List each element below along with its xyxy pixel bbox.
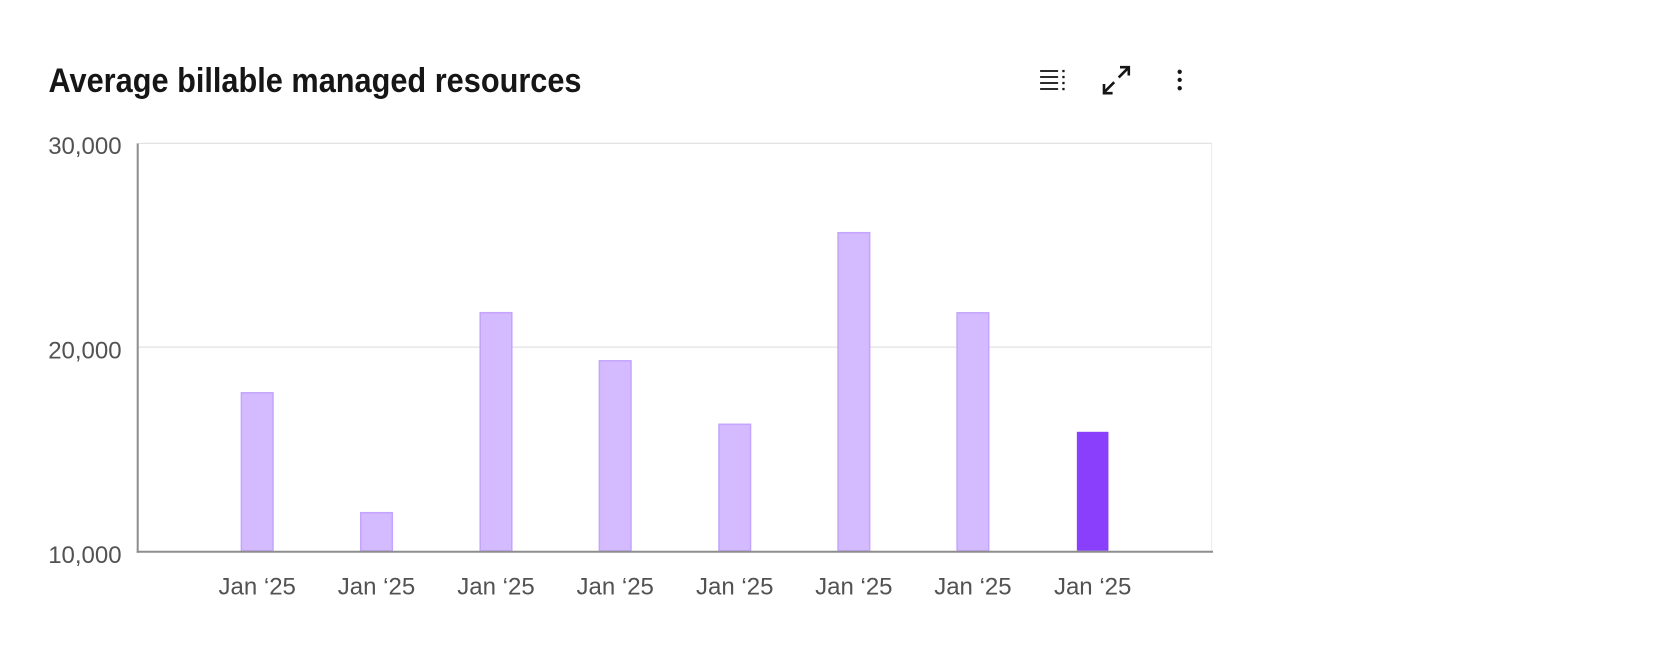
svg-text:Jan ‘25: Jan ‘25 — [696, 574, 773, 601]
svg-text:30,000: 30,000 — [48, 133, 121, 160]
svg-text:Average billable managed resou: Average billable managed resources — [49, 62, 582, 100]
svg-text:20,000: 20,000 — [48, 338, 121, 365]
svg-text:Jan ‘25: Jan ‘25 — [577, 574, 654, 601]
svg-text:Jan ‘25: Jan ‘25 — [219, 574, 296, 601]
svg-text:10,000: 10,000 — [48, 542, 121, 569]
svg-text:Jan ‘25: Jan ‘25 — [815, 574, 892, 601]
svg-text:Jan ‘25: Jan ‘25 — [338, 574, 415, 601]
svg-text:Jan ‘25: Jan ‘25 — [457, 574, 534, 601]
svg-text:Jan ‘25: Jan ‘25 — [1054, 574, 1131, 601]
svg-text:Jan ‘25: Jan ‘25 — [934, 574, 1011, 601]
